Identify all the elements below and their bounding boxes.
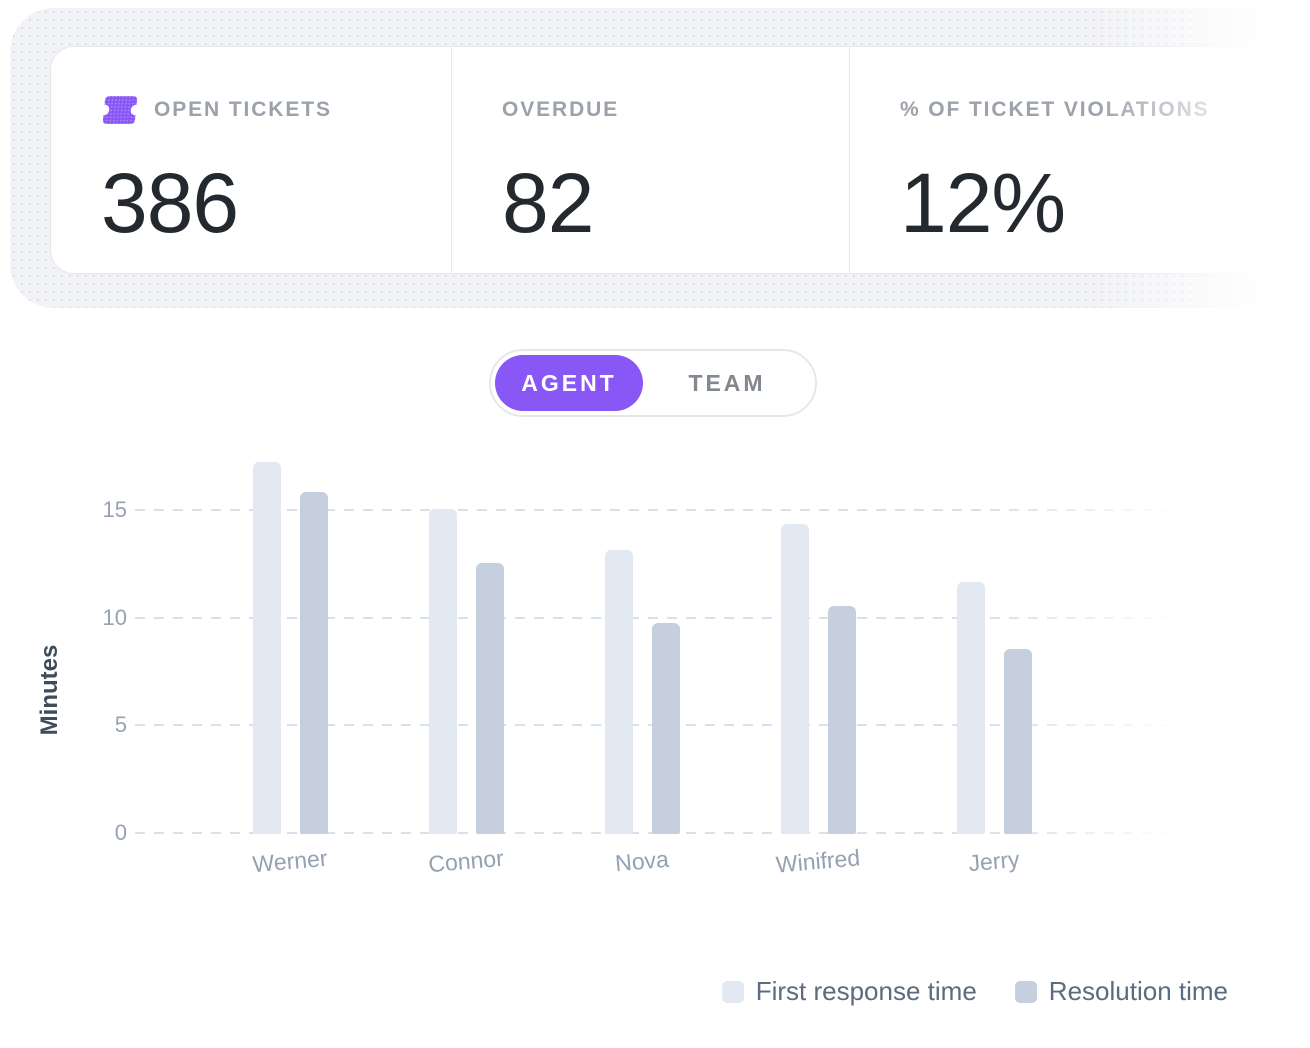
bar-group-connor — [406, 508, 526, 834]
plot-area — [135, 440, 1195, 834]
legend-swatch-resolution — [1014, 980, 1037, 1003]
ticket-icon — [102, 96, 138, 124]
bar-werner-first-response — [252, 461, 281, 834]
legend-item-first-response[interactable]: First response time — [721, 976, 977, 1007]
legend-swatch-first-response — [721, 980, 744, 1003]
gridline-10 — [135, 616, 1195, 619]
toggle-option-team[interactable]: TEAM — [688, 369, 766, 396]
bar-winifred-resolution — [827, 605, 856, 834]
y-tick-15: 15 — [102, 497, 127, 523]
bar-group-winifred — [758, 523, 878, 834]
stat-value-ticket-violations: 12% — [900, 156, 1066, 250]
stat-label-ticket-violations: % OF TICKET VIOLATIONS — [900, 98, 1210, 121]
bar-werner-resolution — [299, 491, 328, 834]
x-label-winifred: Winifred — [774, 844, 862, 878]
y-tick-0: 0 — [114, 820, 127, 845]
bar-jerry-first-response — [956, 582, 985, 834]
y-axis-title: Minutes — [36, 644, 63, 736]
x-label-connor: Connor — [427, 844, 505, 878]
stat-value-overdue: 82 — [502, 156, 594, 250]
bar-group-jerry — [934, 582, 1054, 834]
bar-nova-resolution — [651, 623, 680, 834]
x-label-nova: Nova — [614, 845, 670, 877]
stat-label-open-tickets: OPEN TICKETS — [154, 98, 332, 121]
bar-group-nova — [582, 549, 702, 834]
bar-winifred-first-response — [780, 523, 809, 834]
x-label-werner: Werner — [251, 844, 329, 878]
legend-label-resolution: Resolution time — [1048, 976, 1228, 1006]
stats-panel: OPEN TICKETS 386 OVERDUE 82 % OF TICKET … — [10, 8, 1310, 308]
stat-ticket-violations: % OF TICKET VIOLATIONS 12% — [849, 47, 1310, 273]
bar-nova-first-response — [604, 549, 633, 834]
bar-connor-resolution — [475, 562, 504, 834]
chart-legend: First response time Resolution time — [721, 976, 1228, 1007]
gridline-15 — [135, 509, 1195, 512]
y-tick-10: 10 — [102, 604, 127, 630]
stat-overdue: OVERDUE 82 — [451, 47, 849, 273]
bar-group-werner — [230, 461, 350, 834]
view-toggle: AGENT TEAM — [489, 349, 817, 417]
x-label-jerry: Jerry — [967, 845, 1021, 877]
bar-jerry-resolution — [1003, 648, 1032, 834]
stats-card: OPEN TICKETS 386 OVERDUE 82 % OF TICKET … — [50, 46, 1310, 274]
legend-label-first-response: First response time — [755, 976, 977, 1006]
toggle-option-agent[interactable]: AGENT — [495, 355, 643, 411]
stat-value-open-tickets: 386 — [101, 156, 239, 250]
bar-connor-first-response — [428, 508, 457, 834]
stat-open-tickets: OPEN TICKETS 386 — [51, 47, 451, 273]
gridline-5 — [135, 724, 1195, 727]
stat-label-overdue: OVERDUE — [502, 98, 620, 121]
gridline-0 — [135, 832, 1195, 834]
legend-item-resolution[interactable]: Resolution time — [1014, 976, 1228, 1007]
y-tick-5: 5 — [114, 712, 127, 738]
